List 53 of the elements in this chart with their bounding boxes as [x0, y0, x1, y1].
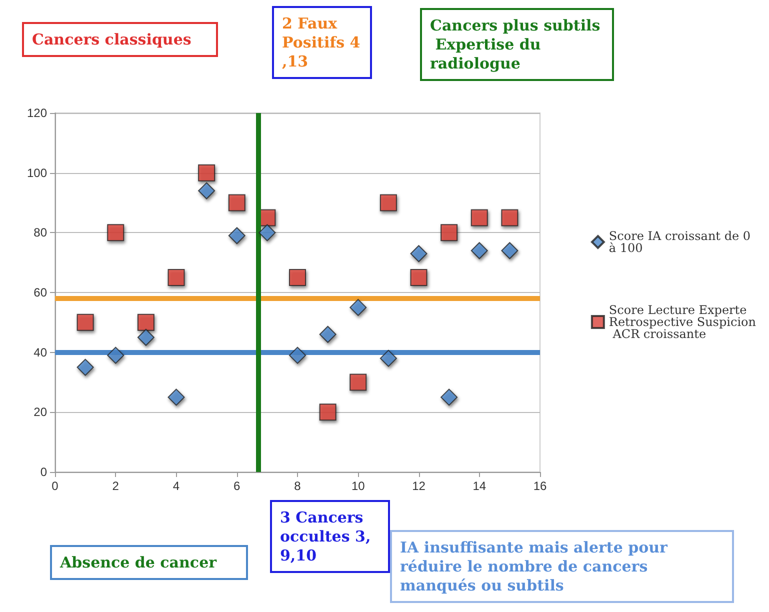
point [107, 346, 124, 364]
point [76, 358, 94, 376]
y-tick-label: 40 [34, 345, 48, 360]
point [168, 269, 185, 286]
y-tick-label: 0 [40, 465, 48, 479]
point [350, 374, 367, 391]
point [470, 242, 488, 260]
point [350, 298, 367, 316]
text: Cancers classiques [32, 30, 192, 48]
y-tick-label: 120 [26, 106, 48, 120]
x-tick-label: 14 [472, 479, 486, 493]
point [440, 388, 458, 406]
x-tick-label: 4 [172, 479, 180, 493]
point [470, 209, 488, 226]
x-tick-label: 0 [52, 479, 59, 493]
point [410, 245, 428, 262]
point [76, 314, 94, 331]
point [410, 269, 428, 286]
text: Cancers plus subtils Expertise du radiologue [430, 16, 600, 72]
point [228, 194, 246, 212]
point [289, 346, 306, 364]
x-tick-label: 2 [112, 479, 120, 493]
point [380, 194, 397, 212]
point [198, 182, 216, 200]
point [319, 404, 336, 421]
point [198, 164, 216, 182]
point [168, 388, 185, 406]
point [137, 328, 154, 346]
point [228, 227, 246, 244]
x-tick-label: 8 [294, 479, 302, 493]
point [380, 350, 397, 367]
point [289, 269, 306, 286]
text: 2 Faux Positifs 4,13 [282, 14, 360, 70]
x-tick-label: 6 [234, 479, 241, 493]
legend-label: Score Lecture Experte Retrospective Suspicion ACR croissante [608, 303, 756, 341]
point [107, 224, 124, 242]
point [258, 224, 276, 242]
x-tick-label: 12 [412, 479, 426, 493]
point [137, 314, 154, 331]
point [319, 326, 336, 343]
x-tick-label: 10 [351, 479, 366, 493]
text: IA insuffisante mais alerte pour réduire le nombre de cancers manqués ou subtils [400, 538, 673, 594]
point [501, 242, 518, 260]
text: Absence de cancer [59, 554, 218, 572]
y-tick-label: 80 [34, 226, 48, 240]
legend-label: Score IA croissant de 0 à 100 [608, 229, 754, 255]
text: 3 Cancers occultes 3,9,10 [280, 508, 371, 564]
point [440, 224, 458, 242]
point [501, 209, 518, 226]
x-tick-label: 16 [533, 479, 547, 493]
y-tick-label: 60 [34, 286, 48, 300]
y-tick-label: 20 [34, 405, 48, 420]
y-tick-label: 100 [26, 166, 48, 180]
